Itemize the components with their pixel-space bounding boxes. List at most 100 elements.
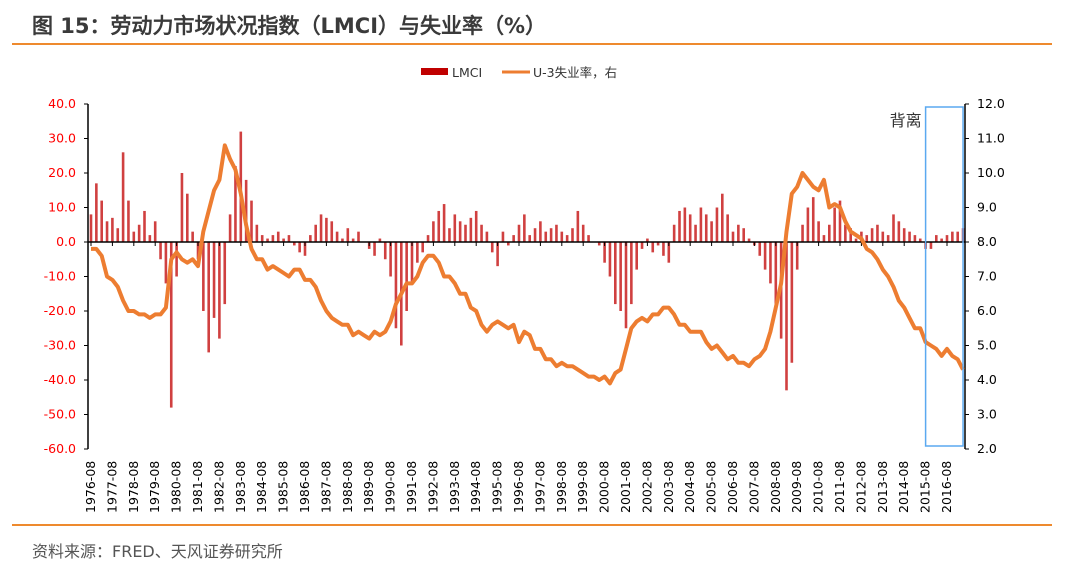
lmci-bar — [710, 221, 713, 242]
left-tick-label: -10.0 — [44, 269, 76, 284]
lmci-bar — [785, 242, 788, 391]
lmci-bar — [549, 228, 553, 242]
lmci-bar — [314, 224, 317, 242]
lmci-bar — [721, 193, 724, 242]
lmci-bar — [282, 238, 285, 242]
figure-title: 图 15：劳动力市场状况指数（LMCI）与失业率（%） — [32, 14, 547, 38]
lmci-bar — [116, 228, 120, 242]
lmci-bar — [111, 217, 114, 242]
lmci-bar — [169, 242, 173, 408]
x-tick-label: 1979-08 — [147, 461, 162, 513]
lmci-bar — [828, 224, 831, 242]
left-tick-label: 20.0 — [48, 165, 76, 180]
left-tick-label: -40.0 — [44, 372, 76, 387]
lmci-bar — [143, 210, 146, 242]
legend-label-u3: U-3失业率，右 — [533, 65, 617, 80]
lmci-bar — [309, 235, 312, 242]
lmci-bar — [597, 242, 601, 246]
lmci-bar — [319, 214, 323, 242]
lmci-bar — [474, 210, 478, 242]
x-tick-label: 2009-08 — [789, 461, 804, 513]
x-tick-label: 1986-08 — [297, 461, 312, 513]
lmci-bar — [608, 242, 612, 277]
x-tick-label: 1981-08 — [190, 461, 205, 513]
right-tick-label: 10.0 — [977, 165, 1005, 180]
lmci-bar — [940, 238, 943, 242]
lmci-bar — [191, 231, 194, 242]
lmci-bar — [186, 193, 189, 242]
lmci-bar — [544, 231, 548, 242]
lmci-bar — [218, 242, 221, 339]
lmci-bar — [822, 235, 826, 242]
lmci-bar — [913, 235, 917, 242]
x-tick-label: 1991-08 — [404, 461, 419, 513]
right-tick-label: 7.0 — [977, 269, 997, 284]
lmci-bar — [512, 235, 515, 242]
lmci-bar — [587, 235, 590, 242]
x-tick-label: 1984-08 — [254, 461, 269, 513]
lmci-bar — [539, 221, 542, 242]
x-tick-label: 1995-08 — [490, 461, 505, 513]
lmci-bar — [651, 242, 655, 253]
x-tick-label: 2016-08 — [939, 461, 954, 513]
x-tick-label: 2011-08 — [832, 461, 847, 513]
lmci-bar — [619, 242, 622, 311]
lmci-bar — [945, 235, 949, 242]
lmci-bar — [223, 242, 227, 305]
left-tick-label: 10.0 — [48, 200, 76, 215]
lmci-bar — [453, 214, 457, 242]
lmci-bar — [624, 242, 628, 329]
lmci-bar — [389, 242, 392, 277]
lmci-bar — [432, 221, 435, 242]
lmci-bar — [266, 238, 269, 242]
x-tick-label: 2014-08 — [896, 461, 911, 513]
lmci-bar — [656, 242, 660, 246]
x-tick-label: 2004-08 — [682, 461, 697, 513]
lmci-bar — [394, 242, 398, 329]
lmci-bar — [501, 231, 505, 242]
lmci-bar — [929, 242, 933, 249]
x-tick-label: 1976-08 — [83, 461, 98, 513]
lmci-bar — [303, 242, 307, 256]
lmci-bar — [854, 238, 858, 242]
lmci-bar — [137, 224, 141, 242]
lmci-bar — [250, 200, 253, 242]
lmci-bar — [758, 242, 762, 256]
lmci-bar — [164, 242, 168, 284]
legend-swatch-lmci — [421, 68, 448, 75]
lmci-bar — [662, 242, 665, 256]
lmci-bar — [769, 242, 772, 284]
lmci-bar — [951, 231, 954, 242]
lmci-bar — [426, 235, 430, 242]
lmci-bar — [383, 242, 387, 260]
lmci-bar — [763, 242, 767, 270]
legend-label-lmci: LMCI — [452, 65, 482, 80]
lmci-bar — [560, 231, 564, 242]
lmci-bar — [196, 242, 200, 260]
x-tick-label: 1983-08 — [233, 461, 248, 513]
lmci-bar — [496, 242, 499, 267]
lmci-bar — [293, 242, 296, 246]
lmci-bar — [897, 221, 901, 242]
right-tick-label: 6.0 — [977, 303, 997, 318]
lmci-bar — [742, 228, 745, 242]
lmci-bar — [581, 224, 585, 242]
lmci-bar — [448, 228, 451, 242]
left-tick-label: 0.0 — [56, 234, 76, 249]
lmci-bar — [207, 242, 210, 353]
lmci-bar — [694, 224, 697, 242]
lmci-bar — [485, 231, 489, 242]
lmci-bar — [688, 214, 692, 242]
lmci-bar — [715, 207, 719, 242]
divergence-label: 背离 — [890, 111, 922, 130]
lmci-bar — [683, 207, 687, 242]
lmci-bar — [576, 210, 580, 242]
x-tick-label: 1994-08 — [468, 461, 483, 513]
lmci-bar — [260, 235, 264, 242]
x-tick-label: 2015-08 — [918, 461, 933, 513]
lmci-bar — [731, 231, 735, 242]
lmci-bar — [100, 200, 103, 242]
lmci-bar — [507, 242, 510, 246]
lmci-bar — [437, 210, 441, 242]
lmci-bar — [287, 235, 291, 242]
